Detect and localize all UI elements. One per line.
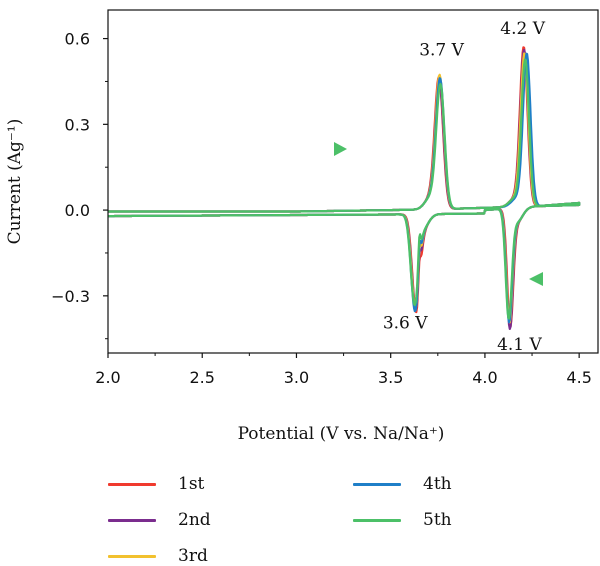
legend-label: 2nd [178,510,211,530]
legend-label: 3rd [178,546,208,566]
legend-label: 5th [423,510,452,530]
peak-label: 4.1 V [497,335,542,355]
x-tick-label: 2.5 [190,368,215,387]
x-tick-label: 4.0 [472,368,497,387]
x-tick-label: 2.0 [95,368,120,387]
x-tick-label: 3.5 [378,368,403,387]
cv-series-4 [107,52,581,324]
reverse-scan-arrow [529,272,598,286]
cv-chart: 2.0 2.5 3.0 3.5 4.0 4.5 0.6 0.3 0.0 −0.3 Potenti… [5,9,599,444]
x-axis-ticks: 2.0 2.5 3.0 3.5 4.0 4.5 [95,353,592,387]
peak-labels: 3.7 V 4.2 V 3.6 V 4.1 V [383,19,546,355]
cv-curves [107,46,581,330]
x-axis-title: Potential (V vs. Na/Na⁺) [238,424,445,444]
y-tick-label: 0.0 [65,201,90,220]
legend-swatch [108,482,156,486]
cv-series-3 [107,52,581,324]
forward-scan-arrow [277,142,347,156]
plot-frame [107,9,599,354]
legend-swatch [108,554,156,558]
legend-swatch [353,482,401,486]
cv-series-5 [107,58,581,320]
y-tick-label: 0.3 [65,115,90,134]
peak-label: 3.7 V [419,41,464,61]
legend-swatch [353,518,401,522]
legend-item: 1st [108,474,204,494]
y-tick-label: 0.6 [65,30,90,49]
legend: 1st 2nd 3rd 4th 5th [108,474,578,566]
y-tick-label: −0.3 [51,287,90,306]
x-tick-label: 3.0 [284,368,309,387]
legend-item: 3rd [108,546,208,566]
legend-label: 4th [423,474,452,494]
scan-direction-arrows [277,142,598,286]
y-axis-title: Current (Ag⁻¹) [5,119,25,245]
peak-label: 4.2 V [500,19,545,39]
peak-label: 3.6 V [383,314,428,334]
cv-series-1 [107,46,581,328]
legend-label: 1st [178,474,205,494]
y-axis-ticks: 0.6 0.3 0.0 −0.3 [51,30,108,340]
legend-item: 2nd [108,510,211,530]
legend-swatch [108,518,156,522]
legend-item: 4th [353,474,452,494]
x-tick-label: 4.5 [566,368,591,387]
legend-item: 5th [353,510,452,530]
